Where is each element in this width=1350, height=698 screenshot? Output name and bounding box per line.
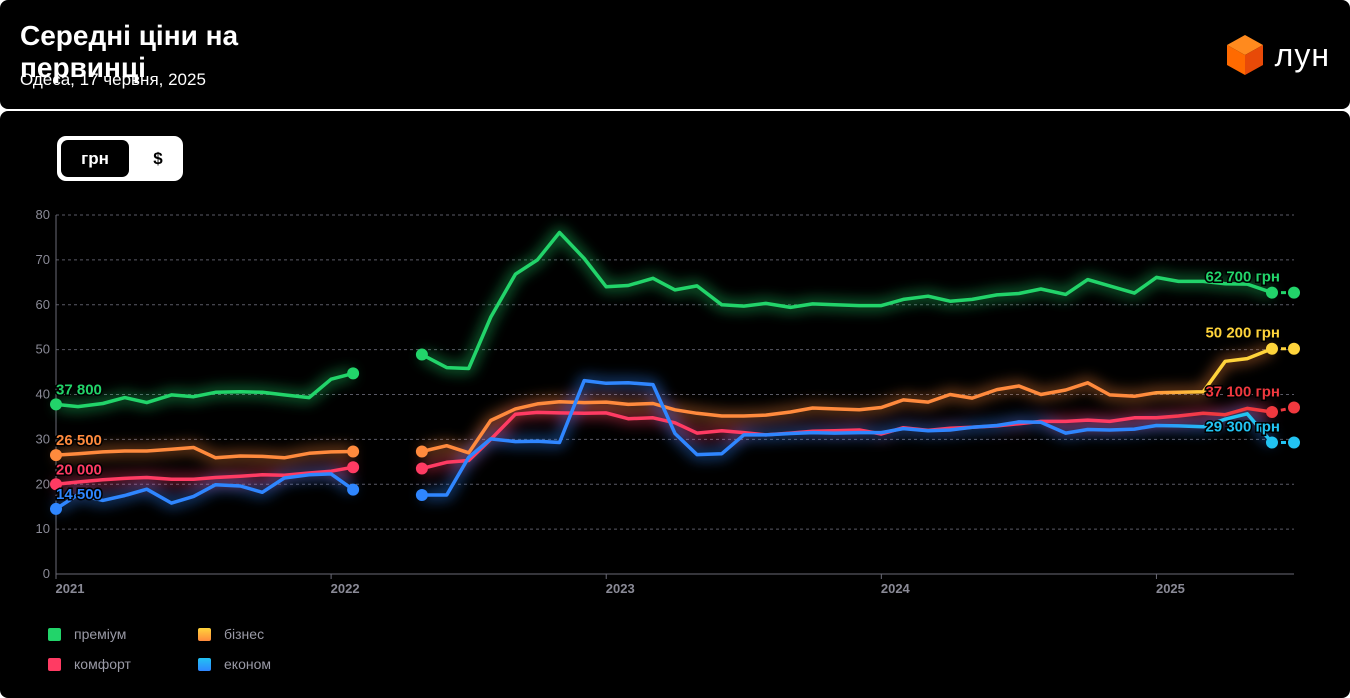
series-last-point-2 [1288,401,1300,414]
series-start-label-1: 26 500 [56,432,102,449]
y-tick-label: 80 [36,207,50,222]
series-start-label-2: 20 000 [56,461,102,478]
series-point-1 [415,445,428,458]
legend-item-econom[interactable]: економ [198,656,271,672]
currency-usd-button[interactable]: $ [153,149,163,168]
y-tick-label: 10 [36,521,50,536]
legend-swatch-comfort [48,657,61,671]
series-glow-0 [419,228,1274,373]
legend-swatch-premium [48,627,61,641]
y-tick-label: 50 [36,342,50,357]
y-tick-label: 0 [43,566,50,581]
y-tick-label: 70 [36,252,50,267]
series-point-0 [50,398,62,411]
logo-text: лун [1274,36,1330,73]
series-lines [50,230,1300,515]
orange-cube-icon [1226,35,1263,75]
series-line-1 [420,346,1274,455]
series-line-3 [420,378,1274,497]
series-point-3 [415,489,428,502]
series-point-0 [347,367,360,380]
price-line-chart: 0 10 20 30 40 50 60 70 80 2021 2022 2023 2024 2025 37… [36,207,1300,596]
y-tick-label: 30 [36,431,50,446]
series-point-1 [50,449,62,462]
series-line-3 [54,472,355,511]
series-line-0 [420,230,1274,371]
header: Середні ціни на первинці Одеса, 17 червн… [0,0,1350,109]
series-point-2 [50,478,62,491]
series-end-label-3: 29 300 грн [1205,419,1280,436]
series-last-point-3 [1288,436,1300,449]
legend-item-comfort[interactable]: комфорт [48,656,131,672]
series-line-1 [54,445,355,460]
chart-legend: преміум бізнес комфорт економ [48,621,368,681]
x-tick-label: 2024 [881,581,911,596]
legend-swatch-econom [198,657,211,671]
series-labels: 37 800 62 700 грн 26 500 50 200 грн 20 000 37… [55,267,1282,504]
page-title: Середні ціни на первинці [20,20,239,83]
series-start-label-3: 14 500 [56,486,102,503]
y-tick-label: 60 [36,297,50,312]
series-end-label-2: 37 100 грн [1205,384,1280,401]
series-point-2 [347,461,360,474]
x-tick-label: 2023 [606,581,635,596]
series-end-label-1: 50 200 грн [1205,325,1280,342]
x-tick-label: 2025 [1156,581,1185,596]
currency-toggle: грн $ [57,136,183,181]
brand-logo[interactable]: лун [1225,32,1330,78]
series-point-2 [415,462,428,475]
series-last-point-0 [1288,286,1300,299]
legend-label-comfort: комфорт [74,656,131,672]
currency-uah-button[interactable]: грн [61,140,129,177]
series-point-3 [50,502,62,515]
legend-item-business[interactable]: бізнес [198,626,264,642]
series-glow [53,228,1276,513]
series-start-label-0: 37 800 [56,381,102,398]
series-last-point-1 [1288,342,1300,355]
series-line-0 [54,371,355,409]
chart-panel: 0 10 20 30 40 50 60 70 80 2021 2022 2023 2024 2025 37… [0,111,1350,698]
page-subtitle: Одеса, 17 червня, 2025 [20,70,206,89]
series-point-0 [415,348,428,361]
x-tick-label: 2021 [56,581,85,596]
series-point-3 [347,483,360,496]
series-line-2 [420,406,1274,471]
axes: 0 10 20 30 40 50 60 70 80 2021 2022 2023 2024 2025 [36,207,1294,596]
x-tick-label: 2022 [331,581,360,596]
legend-label-premium: преміум [74,626,127,642]
legend-swatch-business [198,627,211,641]
series-line-2 [54,465,355,487]
y-tick-label: 40 [36,387,50,402]
legend-item-premium[interactable]: преміум [48,626,126,642]
legend-label-business: бізнес [224,626,265,642]
series-point-1 [347,445,360,458]
series-end-label-0: 62 700 грн [1205,269,1280,286]
legend-label-econom: економ [224,656,271,672]
y-tick-label: 20 [36,476,50,491]
